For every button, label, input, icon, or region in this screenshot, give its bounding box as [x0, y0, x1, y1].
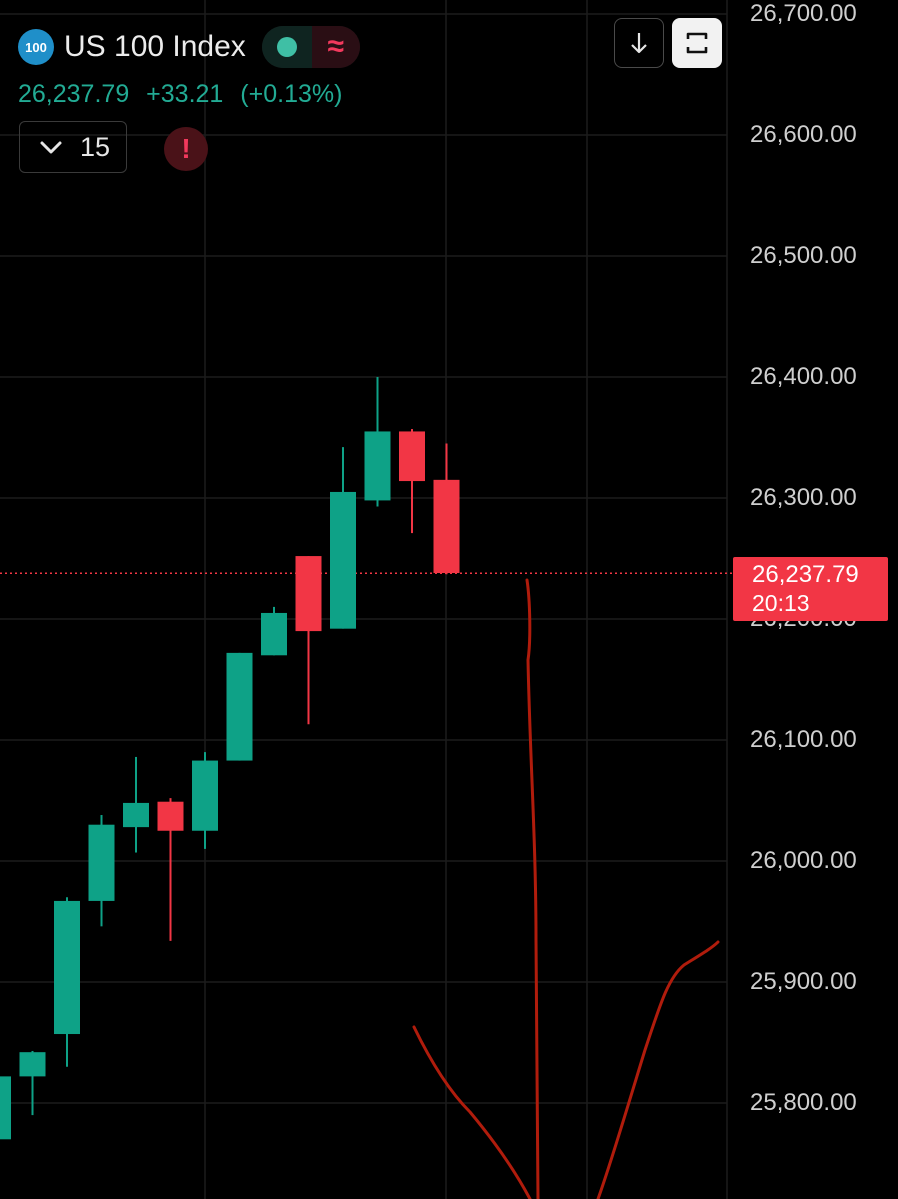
price-axis-label: 25,800.00 — [750, 1089, 857, 1116]
candle[interactable] — [433, 443, 460, 575]
price-change-percent: (+0.13%) — [240, 80, 343, 108]
symbol-logo: 100 — [18, 29, 54, 65]
status-dot-icon — [276, 37, 297, 57]
candle-body — [192, 760, 218, 831]
price-axis-label: 26,700.00 — [750, 0, 857, 27]
last-price: 26,237.79 — [18, 80, 130, 108]
market-status-toggle[interactable]: ≈ — [261, 26, 360, 68]
price-quote: 26,237.79 +33.21 (+0.13%) — [18, 80, 352, 109]
candle-body — [157, 801, 184, 831]
price-axis-label: 26,600.00 — [750, 121, 857, 148]
last-price-tag-value: 26,237.79 — [752, 561, 859, 588]
candle[interactable] — [19, 1050, 46, 1116]
candle-body — [433, 479, 460, 574]
symbol-header: 100 US 100 Index ≈ — [18, 26, 360, 68]
candle[interactable] — [88, 815, 115, 927]
fullscreen-icon — [686, 32, 708, 54]
market-open-indicator[interactable] — [261, 26, 312, 68]
candle-body — [330, 491, 356, 629]
candle-body — [295, 556, 322, 632]
price-axis-label: 26,000.00 — [750, 847, 857, 874]
arrow-down-icon — [631, 33, 647, 54]
candle[interactable] — [364, 377, 391, 507]
price-axis-label: 26,300.00 — [750, 484, 857, 511]
candle[interactable] — [330, 447, 356, 629]
price-axis-label: 26,500.00 — [750, 242, 857, 269]
candle-body — [0, 1076, 11, 1140]
price-change: +33.21 — [146, 80, 224, 108]
download-button[interactable] — [614, 18, 664, 68]
annotation-arrow — [525, 578, 540, 1199]
annotation-arrow-left-wing — [412, 1025, 532, 1199]
interval-selector[interactable]: 15 — [19, 121, 127, 173]
last-price-tag: 26,237.79 20:13 — [733, 557, 888, 621]
candle-body — [54, 900, 80, 1035]
annotation-arrow-right-wing — [596, 940, 720, 1199]
wave-icon[interactable]: ≈ — [311, 26, 360, 68]
price-axis-label: 25,900.00 — [750, 968, 857, 995]
candle-body — [261, 612, 287, 656]
price-axis-label: 26,100.00 — [750, 726, 857, 753]
candle[interactable] — [226, 652, 253, 761]
candle[interactable] — [54, 897, 80, 1067]
candle-body — [123, 802, 149, 828]
candle[interactable] — [192, 752, 218, 849]
price-axis-label: 26,400.00 — [750, 363, 857, 390]
chevron-down-icon — [40, 141, 62, 154]
candle-body — [226, 652, 253, 761]
candle[interactable] — [295, 556, 322, 725]
bar-countdown: 20:13 — [752, 590, 810, 616]
candle[interactable] — [157, 798, 184, 941]
candle[interactable] — [399, 429, 425, 534]
candle-body — [19, 1052, 46, 1077]
candle-body — [399, 431, 425, 482]
candle[interactable] — [0, 1076, 11, 1157]
candle[interactable] — [261, 606, 287, 656]
interval-value: 15 — [80, 131, 111, 162]
symbol-title[interactable]: US 100 Index — [64, 30, 246, 63]
fullscreen-button[interactable] — [672, 18, 722, 68]
candle[interactable] — [123, 756, 149, 853]
alert-icon[interactable]: ! — [164, 127, 208, 171]
candle-body — [364, 431, 391, 501]
candle-body — [88, 824, 115, 901]
